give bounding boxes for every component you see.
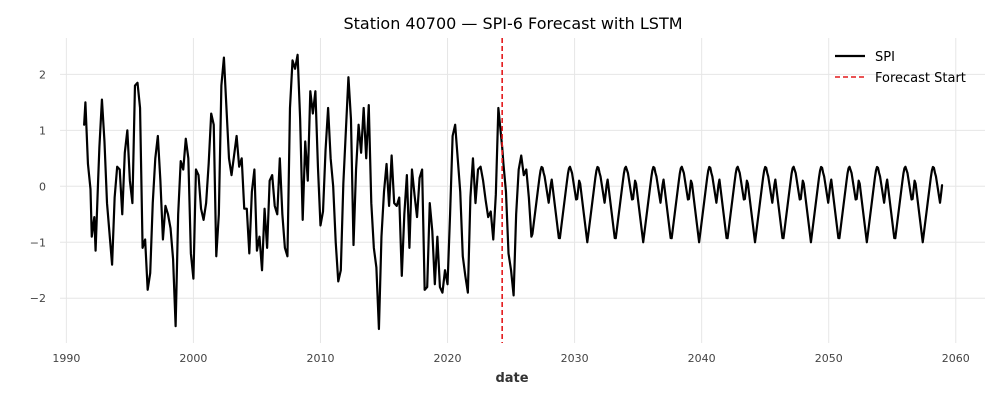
legend: SPI Forecast Start <box>835 50 966 86</box>
x-axis-title: date <box>495 371 528 386</box>
legend-forecast-label: Forecast Start <box>875 71 966 86</box>
series-layer <box>83 53 944 331</box>
x-tick-label: 2030 <box>561 352 589 365</box>
legend-spi-label: SPI <box>875 50 895 65</box>
x-tick-label: 2060 <box>942 352 970 365</box>
y-tick-label: 1 <box>39 124 46 137</box>
chart-title: Station 40700 — SPI-6 Forecast with LSTM <box>343 14 682 33</box>
x-tick-label: 1990 <box>52 352 80 365</box>
y-tick-label: −2 <box>30 292 46 305</box>
x-tick-label: 2000 <box>179 352 207 365</box>
x-tick-label: 2020 <box>434 352 462 365</box>
x-tick-label: 2010 <box>306 352 334 365</box>
y-tick-label: 0 <box>39 180 46 193</box>
y-tick-label: 2 <box>39 68 46 81</box>
x-tick-label: 2050 <box>815 352 843 365</box>
spi-series-line <box>83 53 944 331</box>
x-tick-label: 2040 <box>688 352 716 365</box>
axis-layer: 1990 2000 2010 2020 2030 2040 2050 2060 −2 −1 0 1 2 <box>30 68 970 365</box>
y-tick-label: −1 <box>30 236 46 249</box>
